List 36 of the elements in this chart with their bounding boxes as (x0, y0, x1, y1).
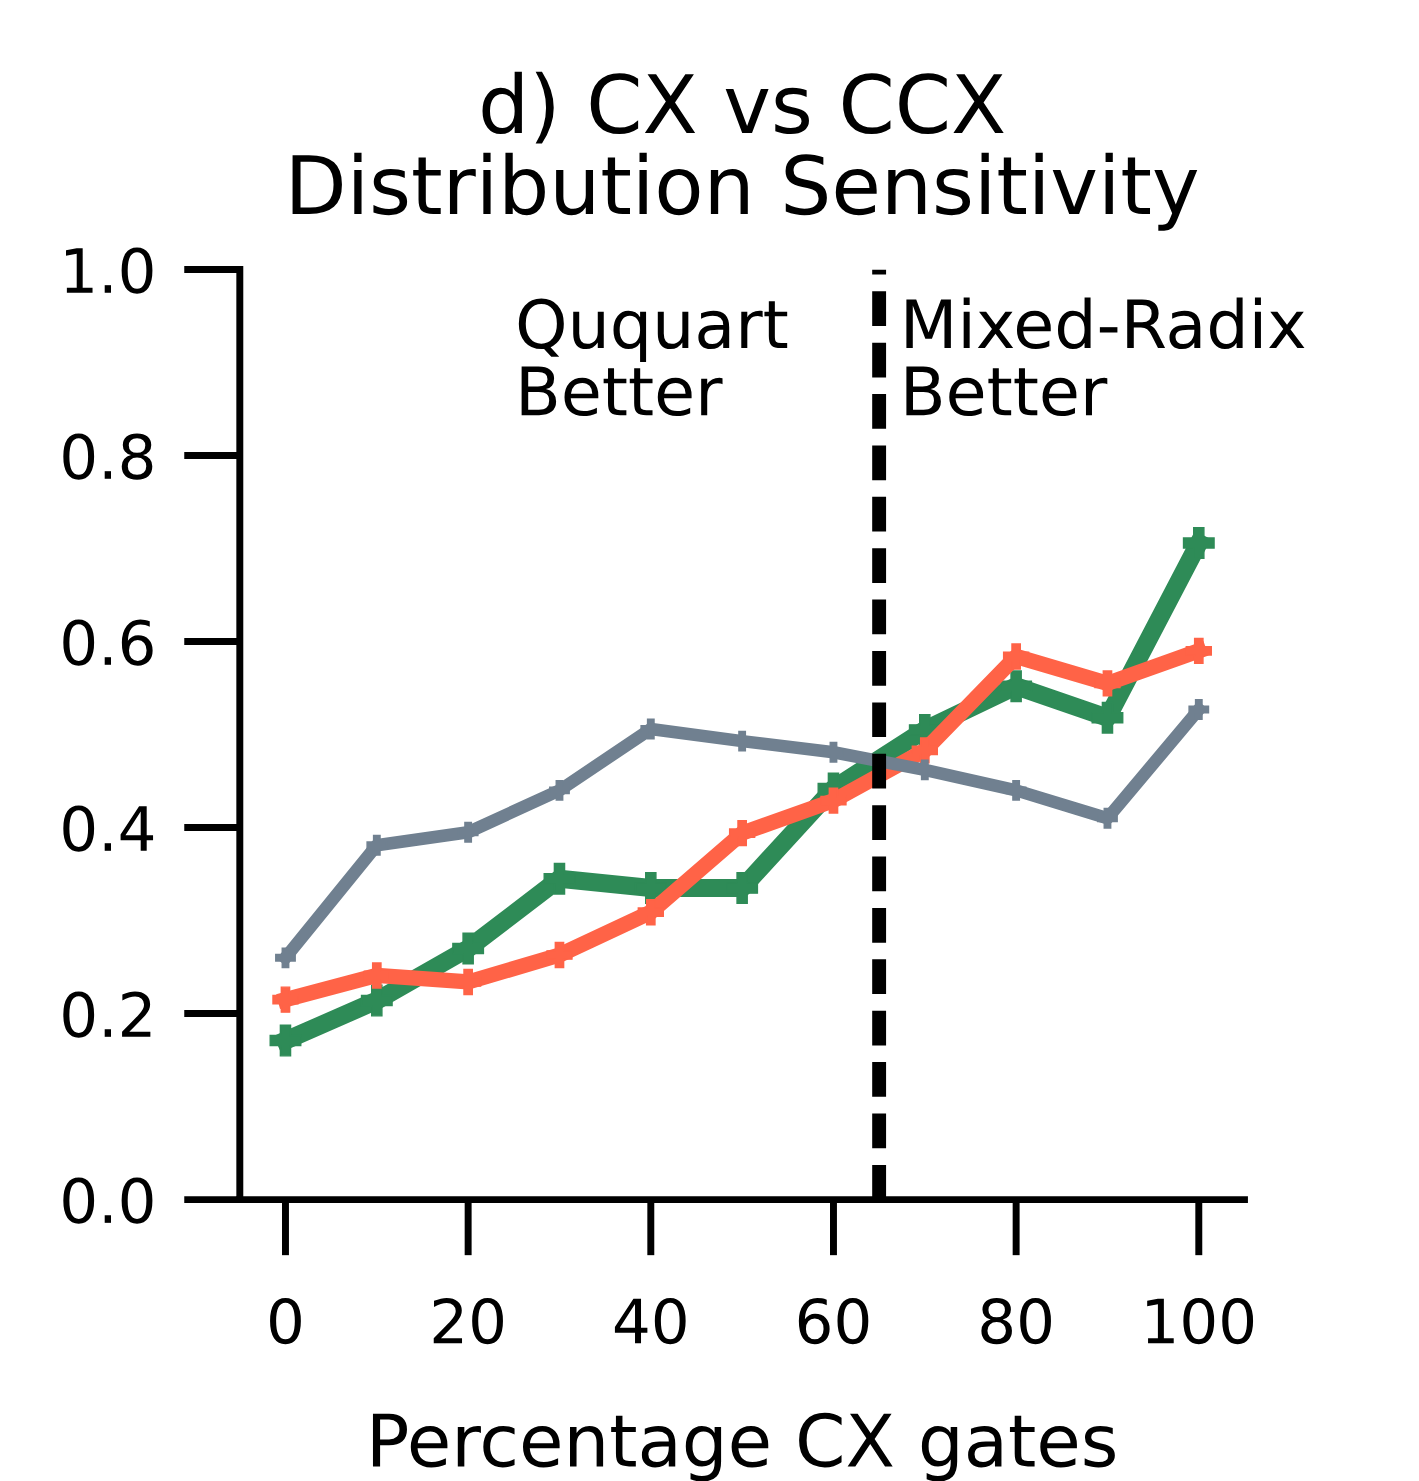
point (546, 941, 573, 969)
x-tick-label: 80 (981, 1297, 1051, 1345)
x-axis-title: Percentage CX gates (372, 1412, 1115, 1481)
x-tick-label: 100 (1147, 1297, 1254, 1345)
x-tick-label: 20 (433, 1297, 503, 1345)
point (1185, 637, 1212, 665)
y-tick-label: 0.0 (63, 1177, 153, 1224)
point (728, 819, 756, 847)
x-tick-label: 0 (270, 1297, 301, 1345)
point (452, 932, 485, 965)
annotation: Ququart Better (518, 298, 788, 417)
point (272, 986, 299, 1013)
y-tick-label: 0.6 (63, 619, 153, 666)
y-tick-label: 1.0 (66, 247, 153, 294)
point (1094, 670, 1121, 697)
y-tick-label: 0.8 (63, 433, 153, 480)
y-tick-label: 0.4 (63, 805, 154, 852)
point (1002, 643, 1030, 670)
point (269, 1024, 302, 1057)
point (1000, 670, 1033, 703)
point (1182, 527, 1215, 559)
annotation: Mixed-Radix Better (906, 297, 1305, 417)
x-tick-label: 60 (798, 1297, 869, 1345)
point (1091, 701, 1124, 734)
point (1188, 699, 1210, 720)
point (820, 787, 847, 814)
point (360, 984, 393, 1017)
point (549, 779, 570, 801)
chart-title: d) CX vs CCX Distribution Sensitivity (292, 71, 1198, 231)
point (1097, 807, 1118, 829)
point (637, 899, 665, 926)
point (911, 737, 938, 764)
x-tick-label: 40 (614, 1297, 686, 1345)
point (275, 947, 296, 969)
y-tick-label: 0.2 (63, 991, 151, 1038)
point (1005, 779, 1027, 801)
